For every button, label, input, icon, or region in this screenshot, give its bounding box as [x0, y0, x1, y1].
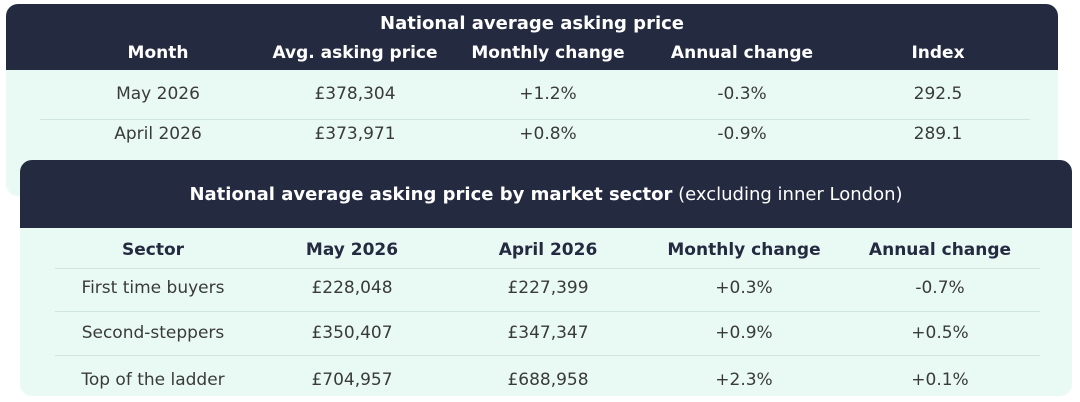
column-header: April 2026	[498, 240, 598, 260]
table-card: National average asking price by market …	[20, 160, 1072, 396]
table-header	[20, 160, 1072, 228]
table-cell: +0.5%	[911, 323, 969, 343]
column-header: May 2026	[305, 240, 399, 260]
table-cell: +0.3%	[715, 278, 773, 298]
table-cell: May 2026	[116, 84, 200, 104]
table-cell: +1.2%	[519, 84, 577, 104]
table-cell: £373,971	[314, 124, 396, 144]
table-header	[6, 4, 1058, 70]
table-cell: +0.1%	[911, 370, 969, 390]
column-header: Index	[911, 43, 965, 63]
title-main: National average asking price by market …	[189, 184, 673, 205]
table-cell: -0.3%	[717, 84, 767, 104]
column-header: Monthly change	[471, 43, 625, 63]
row-divider	[40, 119, 1030, 120]
table-title: National average asking price	[380, 13, 684, 34]
row-divider	[55, 311, 1040, 312]
column-header: Avg. asking price	[272, 43, 438, 63]
table-cell: April 2026	[114, 124, 202, 144]
table-cell: £378,304	[314, 84, 396, 104]
column-header: Monthly change	[667, 240, 821, 260]
table-cell: £227,399	[507, 278, 589, 298]
table-cell: Second-steppers	[81, 323, 225, 343]
column-header: Sector	[121, 240, 185, 260]
table-title: National average asking price by market …	[20, 184, 1072, 205]
column-header: Annual change	[670, 43, 814, 63]
table-cell: First time buyers	[81, 278, 225, 298]
table-cell: +0.8%	[519, 124, 577, 144]
column-header: Annual change	[868, 240, 1012, 260]
table-cell: +2.3%	[715, 370, 773, 390]
row-divider	[55, 268, 1040, 269]
column-header: Month	[127, 43, 189, 63]
table-card: National average asking price Month Avg. …	[6, 4, 1058, 196]
title-note: (excluding inner London)	[678, 184, 903, 205]
table-cell: 292.5	[913, 84, 963, 104]
table-cell: Top of the ladder	[81, 370, 225, 390]
table-cell: £228,048	[311, 278, 393, 298]
table-cell: £688,958	[507, 370, 589, 390]
table-cell: £347,347	[507, 323, 589, 343]
table-cell: +0.9%	[715, 323, 773, 343]
row-divider	[55, 355, 1040, 356]
table-cell: -0.7%	[915, 278, 965, 298]
table-cell: -0.9%	[717, 124, 767, 144]
table-cell: £704,957	[311, 370, 393, 390]
table-cell: £350,407	[311, 323, 393, 343]
table-cell: 289.1	[913, 124, 963, 144]
